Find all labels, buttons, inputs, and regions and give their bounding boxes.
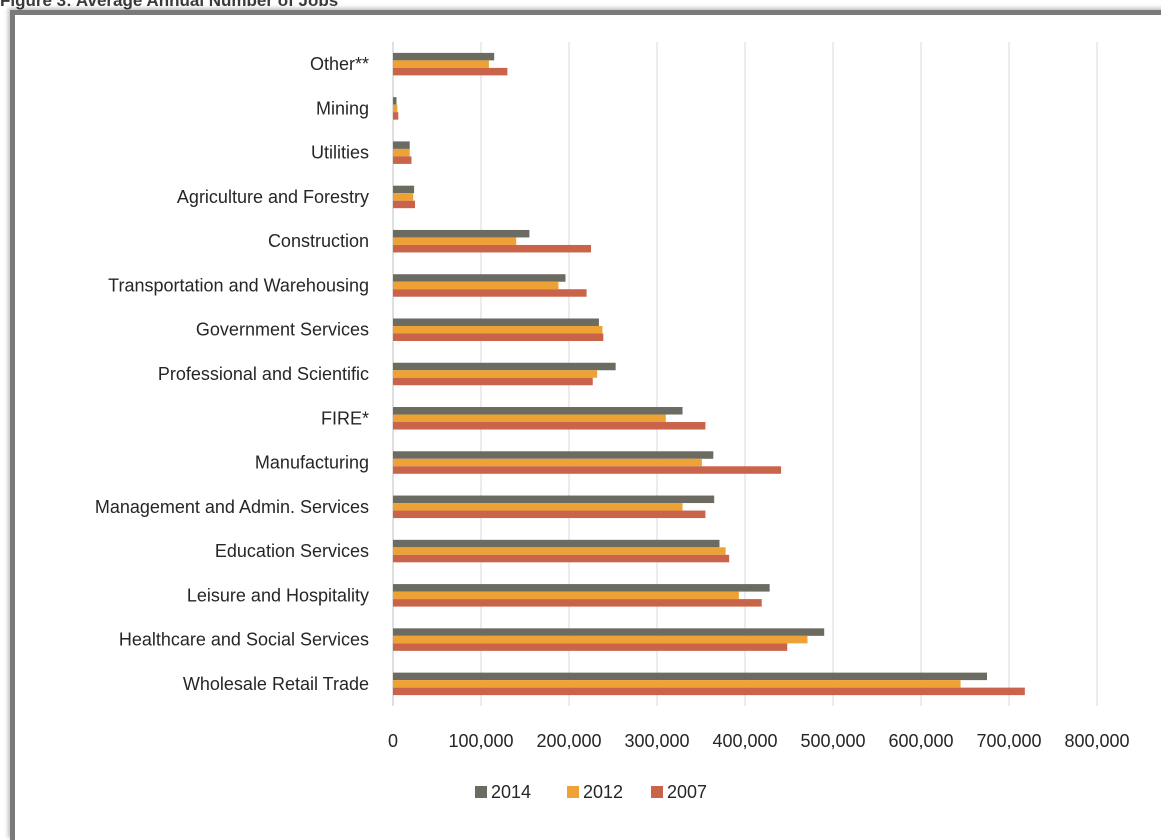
bar-leisure-and-hospitality-2012	[393, 591, 739, 600]
x-tick-label: 0	[388, 731, 398, 751]
bar-utilities-2007	[393, 156, 412, 164]
bar-utilities-2014	[393, 141, 410, 149]
bar-agriculture-and-forestry-2007	[393, 200, 415, 209]
bar-healthcare-and-social-services-2014	[393, 628, 825, 636]
bar-fire-2014	[393, 407, 683, 415]
legend-swatch-2012	[567, 786, 579, 798]
category-label: Government Services	[196, 320, 369, 340]
x-tick-label: 600,000	[888, 731, 953, 751]
category-label: Education Services	[215, 541, 369, 561]
bar-government-services-2012	[393, 325, 603, 334]
category-label: Construction	[268, 231, 369, 251]
bar-professional-and-scientific-2012	[393, 370, 598, 378]
bars	[393, 52, 1025, 696]
x-tick-label: 400,000	[712, 731, 777, 751]
legend-swatch-2014	[475, 786, 487, 798]
category-label: Agriculture and Forestry	[177, 187, 369, 207]
bar-government-services-2014	[393, 318, 599, 326]
bar-wholesale-retail-trade-2012	[393, 680, 961, 688]
bar-manufacturing-2014	[393, 451, 714, 459]
x-tick-label: 800,000	[1064, 731, 1129, 751]
category-label: Leisure and Hospitality	[187, 585, 369, 605]
bar-mining-2007	[393, 112, 399, 120]
bar-professional-and-scientific-2007	[393, 377, 593, 386]
bar-leisure-and-hospitality-2007	[393, 599, 762, 607]
bar-healthcare-and-social-services-2012	[393, 635, 808, 644]
category-label: Professional and Scientific	[158, 364, 369, 384]
category-label: Utilities	[311, 143, 369, 163]
bar-agriculture-and-forestry-2014	[393, 185, 415, 194]
category-label: FIRE*	[321, 408, 369, 428]
category-label: Transportation and Warehousing	[108, 275, 369, 295]
legend-label: 2012	[583, 782, 623, 802]
bar-fire-2007	[393, 422, 706, 430]
bar-education-services-2014	[393, 539, 720, 548]
bar-wholesale-retail-trade-2007	[393, 687, 1025, 696]
bar-wholesale-retail-trade-2014	[393, 672, 987, 681]
category-label: Mining	[316, 98, 369, 118]
category-label: Manufacturing	[255, 453, 369, 473]
bar-other-2014	[393, 52, 495, 61]
bar-healthcare-and-social-services-2007	[393, 643, 788, 651]
bar-transportation-and-warehousing-2007	[393, 289, 587, 297]
bar-mining-2012	[393, 104, 398, 113]
legend-swatch-2007	[651, 786, 663, 798]
bar-leisure-and-hospitality-2014	[393, 584, 770, 592]
bar-fire-2012	[393, 414, 666, 423]
bar-professional-and-scientific-2014	[393, 362, 616, 371]
category-labels: Wholesale Retail Trade Healthcare and Soc…	[95, 54, 369, 694]
bar-education-services-2012	[393, 547, 726, 555]
bar-education-services-2007	[393, 554, 730, 563]
bar-construction-2012	[393, 237, 517, 245]
bar-construction-2007	[393, 244, 591, 253]
category-label: Management and Admin. Services	[95, 497, 369, 517]
bar-government-services-2007	[393, 333, 604, 341]
x-tick-label: 500,000	[800, 731, 865, 751]
category-label: Other**	[310, 54, 369, 74]
x-tick-labels: 0 100,000 200,000 300,000 400,000 500,000 600,…	[388, 731, 1130, 751]
category-label: Wholesale Retail Trade	[183, 674, 369, 694]
legend-label: 2007	[667, 782, 707, 802]
category-label: Healthcare and Social Services	[119, 630, 369, 650]
x-tick-label: 300,000	[624, 731, 689, 751]
bar-agriculture-and-forestry-2012	[393, 193, 414, 201]
x-tick-label: 200,000	[536, 731, 601, 751]
bar-other-2007	[393, 67, 508, 76]
bar-management-and-admin-services-2014	[393, 495, 715, 504]
bar-utilities-2012	[393, 148, 410, 157]
bar-management-and-admin-services-2012	[393, 503, 683, 511]
bar-manufacturing-2012	[393, 458, 702, 467]
bar-other-2012	[393, 60, 489, 68]
legend: 2014 2012 2007	[475, 782, 707, 802]
x-tick-label: 700,000	[976, 731, 1041, 751]
legend-label: 2014	[491, 782, 531, 802]
x-tick-label: 100,000	[448, 731, 513, 751]
bar-mining-2014	[393, 97, 397, 105]
bar-management-and-admin-services-2007	[393, 510, 706, 519]
bar-transportation-and-warehousing-2014	[393, 274, 566, 282]
figure-caption-fragment: Figure 3: Average Annual Number of Jobs	[0, 0, 339, 10]
bar-transportation-and-warehousing-2012	[393, 281, 559, 290]
bar-manufacturing-2007	[393, 466, 782, 474]
bar-construction-2014	[393, 229, 530, 238]
